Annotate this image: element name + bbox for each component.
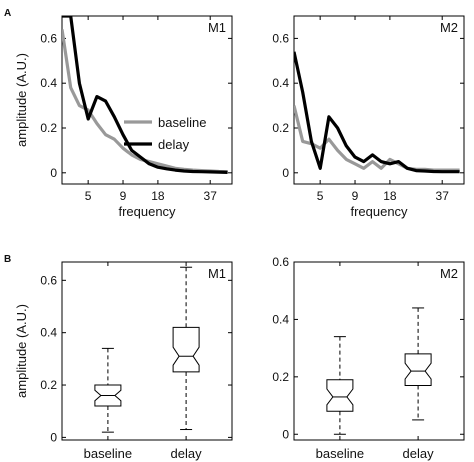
legend-label-delay: delay <box>158 137 190 152</box>
chart-panel-2: 0 0.2 0.4 0.6 M2 5 9 18 37 frequency <box>272 15 465 219</box>
chart-title: M1 <box>208 20 226 35</box>
x-tick-label: 37 <box>436 189 450 203</box>
category-label: delay <box>171 446 203 461</box>
x-axis-label: frequency <box>118 204 176 219</box>
x-tick-label: 9 <box>120 189 127 203</box>
y-tick-label: 0.6 <box>272 255 289 269</box>
y-tick-label: 0.2 <box>272 370 289 384</box>
category-label: baseline <box>316 446 364 461</box>
plot-frame <box>61 261 233 441</box>
category-label: delay <box>403 446 435 461</box>
plot-frame <box>293 261 465 441</box>
box-baseline <box>94 347 122 433</box>
y-tick-label: 0.4 <box>272 312 289 326</box>
y-tick-label: 0 <box>282 166 289 180</box>
chart-title: M2 <box>440 266 458 281</box>
x-axis-label: frequency <box>350 204 408 219</box>
category-label: baseline <box>84 446 132 461</box>
y-tick-label: 0.6 <box>272 31 289 45</box>
chart-title: M2 <box>440 20 458 35</box>
series-line-delay <box>62 16 228 174</box>
x-tick-label: 18 <box>151 189 165 203</box>
y-tick-label: 0 <box>282 427 289 441</box>
panel-label-a: A <box>4 8 11 19</box>
y-tick-label: 0.4 <box>40 326 57 340</box>
x-tick-label: 18 <box>383 189 397 203</box>
box-delay <box>172 266 200 431</box>
x-tick-label: 5 <box>317 189 324 203</box>
chart-panel-4: 0 0.2 0.4 0.6 M2 baseline delay <box>272 255 465 461</box>
chart-title: M1 <box>208 266 226 281</box>
y-tick-label: 0.4 <box>40 76 57 90</box>
y-tick-label: 0.6 <box>40 31 57 45</box>
legend-label-baseline: baseline <box>158 115 206 130</box>
panel-label-b: B <box>4 254 11 265</box>
y-tick-label: 0.6 <box>40 273 57 287</box>
box-body <box>404 353 432 386</box>
series-line-delay <box>294 51 460 174</box>
chart-panel-3: 0 0.2 0.4 0.6 M1 amplitude (A.U.) baseline dela… <box>14 261 233 461</box>
y-tick-label: 0.2 <box>40 378 57 392</box>
y-tick-label: 0 <box>50 166 57 180</box>
box-baseline <box>326 336 354 435</box>
box-body <box>172 326 200 373</box>
y-axis-label: amplitude (A.U.) <box>14 304 29 398</box>
y-axis-label: amplitude (A.U.) <box>14 53 29 147</box>
chart-panel-1: 0 0.2 0.4 0.6 M1 amplitude (A.U.) 5 9 18 37 freque… <box>14 15 233 219</box>
plot-frame <box>293 15 465 185</box>
x-tick-label: 9 <box>352 189 359 203</box>
y-tick-label: 0.4 <box>272 76 289 90</box>
plot-frame <box>61 15 233 185</box>
series-line-baseline <box>62 29 228 174</box>
box-delay <box>404 307 432 421</box>
y-tick-label: 0 <box>50 430 57 444</box>
y-tick-label: 0.2 <box>272 121 289 135</box>
box-body <box>326 379 354 412</box>
x-tick-label: 37 <box>204 189 218 203</box>
charts-group: 0 0.2 0.4 0.6 M1 amplitude (A.U.) 5 9 18 37 freque… <box>14 15 465 461</box>
y-tick-label: 0.2 <box>40 121 57 135</box>
x-tick-label: 5 <box>85 189 92 203</box>
